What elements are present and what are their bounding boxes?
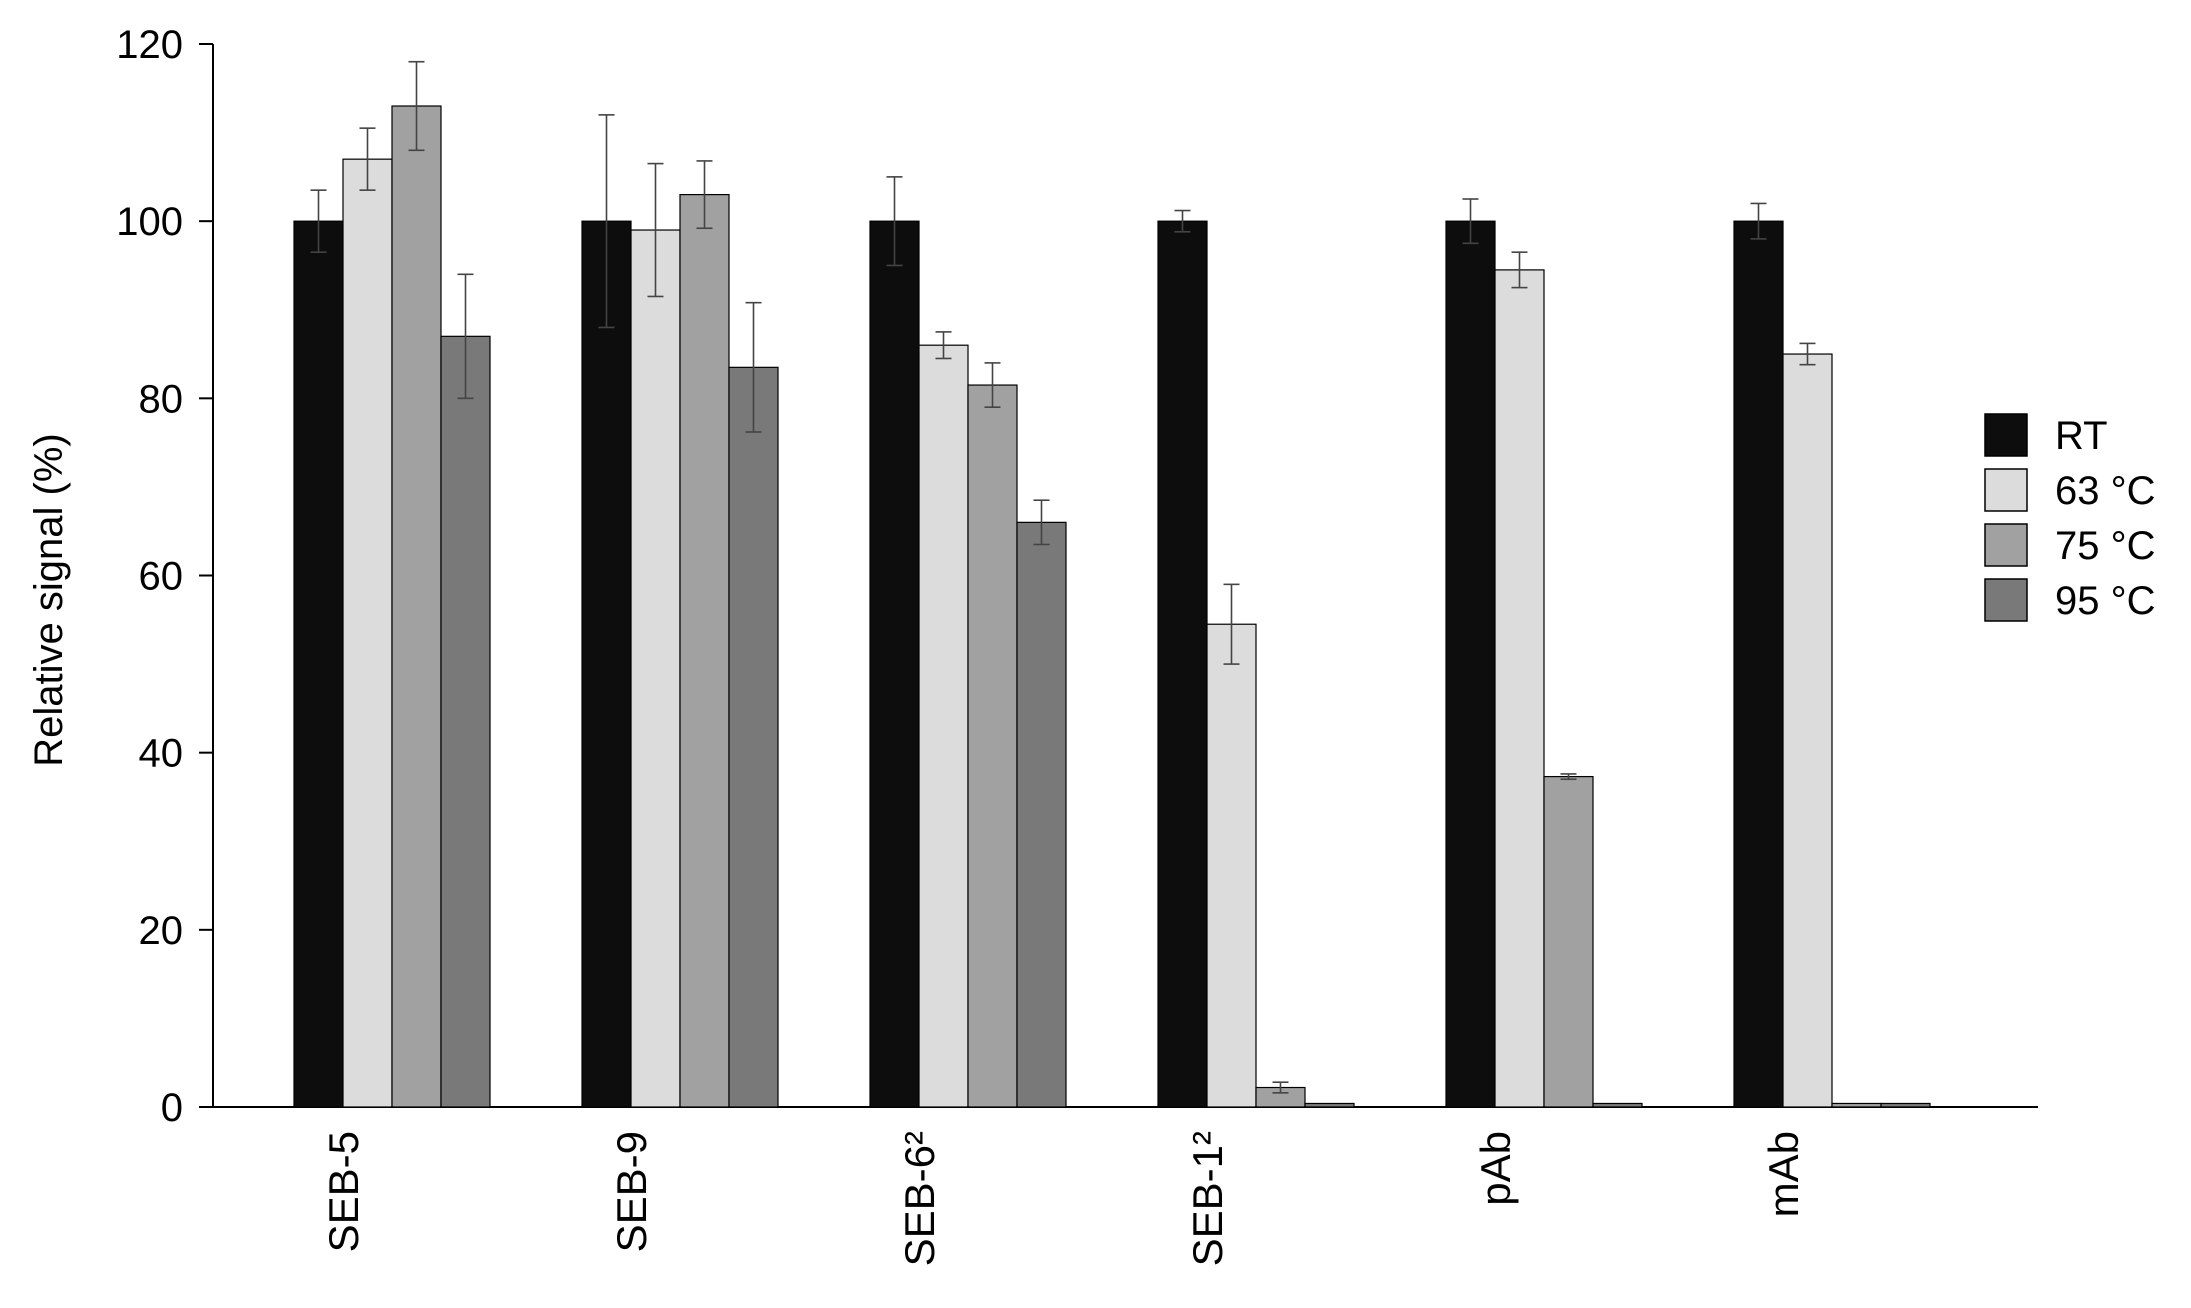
bar-4-3 <box>1592 1102 1643 1108</box>
y-tick-label: 60 <box>139 555 184 599</box>
bar-3-0 <box>1157 220 1208 1108</box>
bar-4-0 <box>1445 220 1496 1108</box>
y-tick-label: 40 <box>139 732 184 776</box>
legend-swatch <box>1984 578 2028 622</box>
bar-4-1 <box>1494 269 1545 1108</box>
bar-5-0 <box>1733 220 1784 1108</box>
plot-area: 0 20 40 60 80 100 120 SEB-5 SEB-9 SEB-6² SEB-1² pAb… <box>116 23 2038 1266</box>
legend-swatch <box>1984 523 2028 567</box>
bar-3-1 <box>1206 623 1257 1108</box>
y-tick-label: 80 <box>139 377 184 421</box>
y-tick-label: 120 <box>116 23 183 67</box>
y-tick-label: 0 <box>161 1086 183 1130</box>
category-label: mAb <box>1760 1131 1807 1217</box>
y-tick-label: 20 <box>139 909 184 953</box>
legend-label: 75 °C <box>2055 524 2156 568</box>
legend-label: RT <box>2055 414 2108 458</box>
bar-1-3 <box>728 366 779 1108</box>
bar-1-1 <box>630 229 681 1108</box>
bar-0-3 <box>440 335 491 1108</box>
bar-5-2 <box>1831 1102 1882 1108</box>
legend-swatch <box>1984 468 2028 512</box>
bar-2-2 <box>967 384 1018 1108</box>
category-label: SEB-5 <box>320 1131 367 1252</box>
bar-4-2 <box>1543 775 1594 1108</box>
bar-2-0 <box>869 220 920 1108</box>
y-axis-title: Relative signal (%) <box>27 433 71 766</box>
category-label: SEB-6² <box>896 1131 943 1266</box>
bar-2-1 <box>918 344 969 1108</box>
bar-5-3 <box>1880 1102 1931 1108</box>
bar-1-2 <box>679 193 730 1108</box>
bar-3-3 <box>1304 1102 1355 1108</box>
legend-label: 95 °C <box>2055 579 2156 623</box>
category-label: SEB-1² <box>1184 1131 1231 1266</box>
category-label: SEB-9 <box>608 1131 655 1252</box>
bar-1-0 <box>581 220 632 1108</box>
bar-2-3 <box>1016 521 1067 1108</box>
bar-0-2 <box>391 105 442 1108</box>
y-tick-label: 100 <box>116 200 183 244</box>
bar-0-1 <box>342 158 393 1108</box>
bar-5-1 <box>1782 353 1833 1108</box>
legend-label: 63 °C <box>2055 469 2156 513</box>
legend-swatch <box>1984 413 2028 457</box>
legend: RT 63 °C 75 °C 95 °C <box>1984 413 2156 623</box>
category-label: pAb <box>1472 1131 1519 1206</box>
bar-0-0 <box>293 220 344 1108</box>
